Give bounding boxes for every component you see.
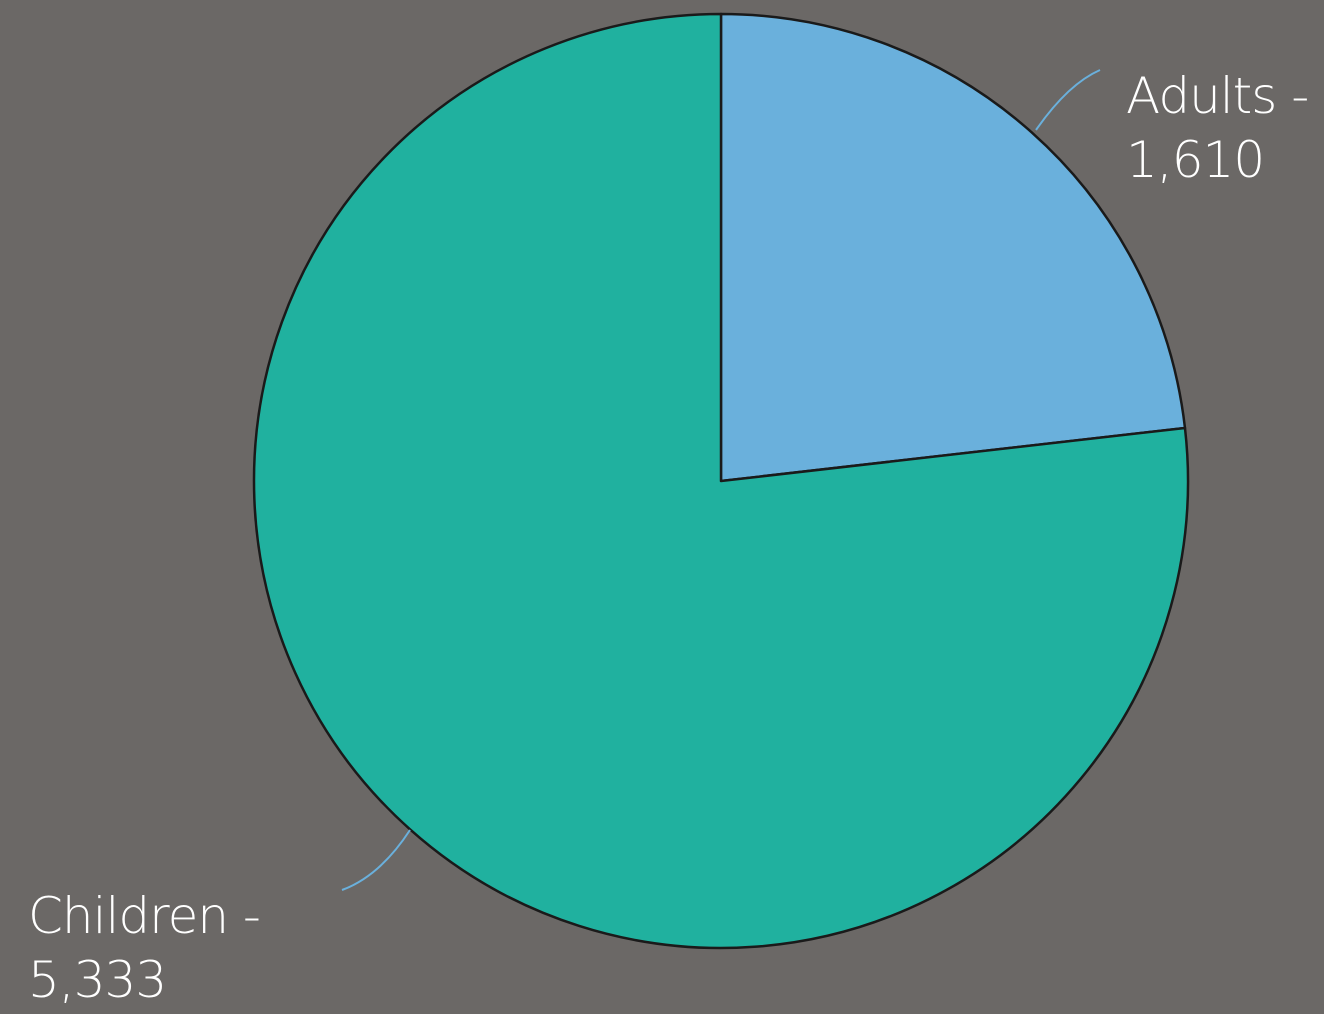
slice-label-children: Children - 5,333 [28, 884, 261, 1012]
slice-label-children-name: Children - [28, 887, 261, 945]
slice-label-adults: Adults - 1,610 [1126, 64, 1309, 192]
leader-line-children [341, 829, 411, 891]
slice-label-children-value: 5,333 [28, 951, 167, 1009]
slice-label-adults-value: 1,610 [1126, 131, 1265, 189]
slice-label-adults-name: Adults - [1126, 67, 1309, 125]
pie-slice-children [252, 12, 1190, 950]
leader-line-adults [1035, 69, 1101, 131]
pie-slice-adults [719, 12, 1187, 483]
